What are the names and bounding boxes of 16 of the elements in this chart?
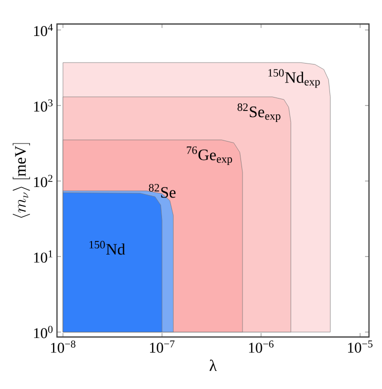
series-label: $^{82}$Se bbox=[148, 184, 176, 198]
y-tick-label: 10$^{3}$ bbox=[34, 99, 53, 112]
y-tick-label: 10$^{0}$ bbox=[34, 326, 53, 338]
series-label: $^{150}$Nd bbox=[90, 240, 126, 255]
series-label: $^{150}$Nd$_{exp}$ bbox=[268, 69, 320, 88]
y-tick-label: 10$^{1}$ bbox=[34, 250, 52, 263]
series-label: $^{76}$Ge$_{exp}$ bbox=[186, 146, 232, 166]
y-tick-label: 10$^{4}$ bbox=[34, 24, 53, 36]
x-tick-label: 10$^{−7}$ bbox=[150, 340, 174, 353]
x-axis-title: λ bbox=[210, 360, 217, 371]
x-tick-label: 10$^{−8}$ bbox=[51, 340, 76, 353]
x-tick-label: 10$^{−6}$ bbox=[249, 340, 274, 353]
x-tick-label: 10$^{−5}$ bbox=[348, 340, 372, 353]
y-axis-title: $\langle m_{\nu} \rangle\ [\mathrm{meV}]$ bbox=[12, 143, 30, 218]
y-tick-label: 10$^{2}$ bbox=[34, 174, 52, 188]
series-label: $^{82}$Se$_{exp}$ bbox=[238, 103, 280, 122]
